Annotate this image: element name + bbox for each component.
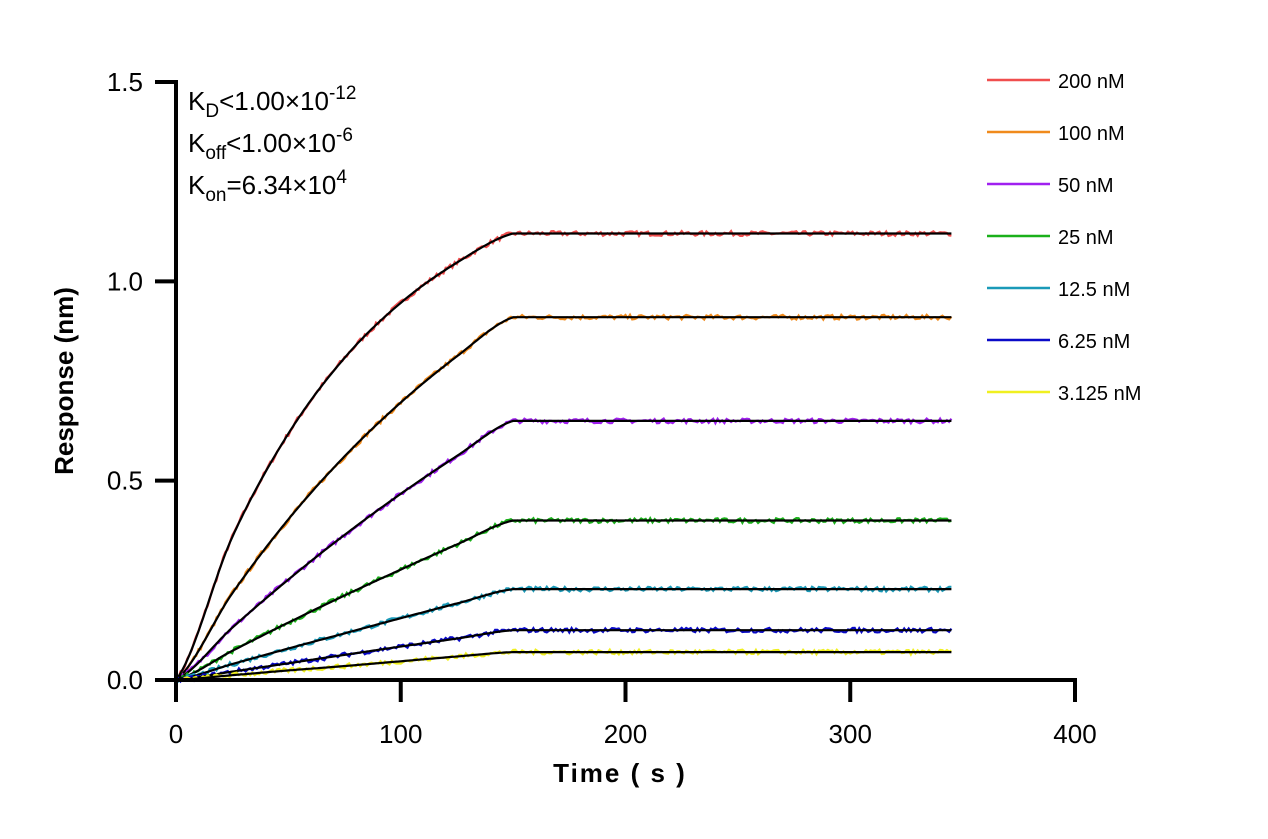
legend-label: 100 nM <box>1058 123 1125 145</box>
fit-curve <box>175 588 952 682</box>
x-tick-label: 300 <box>829 719 872 749</box>
y-tick-label: 0.5 <box>107 466 143 496</box>
measured-curve <box>175 416 953 682</box>
legend-item: 3.125 nM <box>987 383 1141 405</box>
x-tick-label: 400 <box>1053 719 1096 749</box>
series-25-nm <box>175 516 952 683</box>
x-tick-label: 200 <box>604 719 647 749</box>
y-tick-label: 1.5 <box>107 67 143 97</box>
series-layer <box>175 229 953 684</box>
fit-curve <box>175 316 952 681</box>
kinetics-annotation: Koff<1.00×10-6 <box>188 125 353 164</box>
legend-label: 25 nM <box>1058 227 1114 249</box>
legend-label: 6.25 nM <box>1058 331 1130 353</box>
legend-item: 50 nM <box>987 175 1114 197</box>
ticks: 0 100 200 300 400 0.0 0.5 1.0 1.5 <box>107 67 1097 749</box>
legend-item: 12.5 nM <box>987 279 1130 301</box>
fit-curve <box>175 651 952 682</box>
legend-item: 6.25 nM <box>987 331 1130 353</box>
series-50-nm <box>175 416 953 682</box>
x-tick-label: 100 <box>379 719 422 749</box>
series-100-nm <box>175 312 953 681</box>
legend-label: 50 nM <box>1058 175 1114 197</box>
series-3.125-nm <box>175 647 952 683</box>
legend-label: 12.5 nM <box>1058 279 1130 301</box>
measured-curve <box>175 516 952 683</box>
legend-item: 25 nM <box>987 227 1114 249</box>
y-axis-title: Response (nm) <box>49 287 79 475</box>
y-tick-label: 1.0 <box>107 266 143 296</box>
measured-curve <box>175 625 953 684</box>
series-12.5-nm <box>175 584 952 683</box>
y-tick-label: 0.0 <box>107 665 143 695</box>
legend-label: 3.125 nM <box>1058 383 1141 405</box>
legend: 200 nM 100 nM 50 nM 25 nM 12.5 nM 6.25 nM 3.12… <box>987 71 1141 405</box>
fit-curve <box>175 629 952 682</box>
legend-item: 100 nM <box>987 123 1125 145</box>
kinetics-annotation: KD<1.00×10-12 <box>188 83 356 122</box>
series-6.25-nm <box>175 625 953 684</box>
measured-curve <box>175 312 953 681</box>
x-tick-label: 0 <box>169 719 183 749</box>
measured-curve <box>175 229 952 682</box>
fit-curve <box>175 519 952 682</box>
fit-curve <box>175 232 952 681</box>
kinetics-annotation: Kon=6.34×104 <box>188 167 347 206</box>
legend-item: 200 nM <box>987 71 1125 93</box>
x-axis-title: Time ( s ) <box>553 758 687 788</box>
legend-label: 200 nM <box>1058 71 1125 93</box>
fit-curve <box>175 419 952 681</box>
series-200-nm <box>175 229 952 682</box>
